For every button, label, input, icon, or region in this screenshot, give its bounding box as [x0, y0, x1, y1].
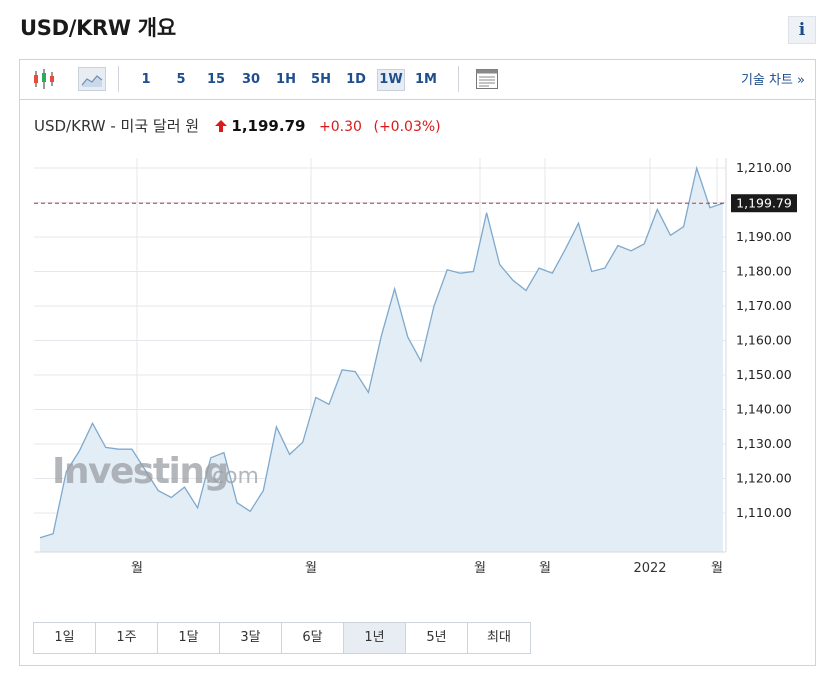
toolbar-divider	[458, 66, 459, 92]
y-tick-label: 1,150.00	[736, 367, 792, 382]
range-6m[interactable]: 6달	[282, 623, 344, 653]
current-price-badge	[731, 194, 797, 213]
price-change: +0.30	[319, 119, 362, 135]
range-1w[interactable]: 1주	[96, 623, 158, 653]
chart-container: 1 5 15 30 1H 5H 1D 1W 1M 기술 차트 » USD/KRW…	[19, 59, 816, 666]
interval-1[interactable]: 1	[141, 72, 151, 87]
page-title: USD/KRW 개요	[20, 16, 176, 40]
x-tick-label: 2022	[633, 561, 666, 576]
interval-1d[interactable]: 1D	[346, 72, 366, 87]
candlestick-icon[interactable]	[32, 67, 56, 91]
interval-30[interactable]: 30	[241, 72, 261, 87]
price-area-fill	[40, 168, 723, 552]
price-line	[39, 165, 724, 539]
range-max[interactable]: 최대	[468, 623, 530, 653]
price-chart[interactable]: Investing.com 1,210.001,200.001,190.001,…	[20, 60, 815, 620]
price-change-percent: (+0.03%)	[373, 119, 441, 135]
technical-chart-link[interactable]: 기술 차트 »	[740, 73, 805, 88]
range-5y[interactable]: 5년	[406, 623, 468, 653]
x-tick-label: 월	[131, 561, 143, 576]
range-1m[interactable]: 1달	[158, 623, 220, 653]
interval-5h[interactable]: 5H	[311, 72, 331, 87]
x-tick-label: 월	[711, 561, 723, 576]
y-tick-label: 1,160.00	[736, 333, 792, 348]
interval-1h[interactable]: 1H	[276, 72, 296, 87]
symbol-label: USD/KRW - 미국 달러 원	[34, 117, 200, 135]
news-panel-icon[interactable]	[475, 67, 499, 91]
range-1d[interactable]: 1일	[34, 623, 96, 653]
y-tick-label: 1,190.00	[736, 229, 792, 244]
quote-line: USD/KRW - 미국 달러 원 1,199.79 +0.30 (+0.03%…	[34, 115, 441, 136]
range-1y[interactable]: 1년	[344, 623, 406, 653]
interval-1m[interactable]: 1M	[415, 72, 437, 87]
investing-watermark: Investing	[52, 451, 228, 492]
y-tick-label: 1,140.00	[736, 402, 792, 417]
info-button[interactable]: i	[788, 16, 816, 44]
investing-watermark-suffix: .com	[205, 464, 259, 489]
range-3m[interactable]: 3달	[220, 623, 282, 653]
up-arrow-icon	[214, 118, 227, 132]
chart-toolbar: 1 5 15 30 1H 5H 1D 1W 1M 기술 차트 »	[20, 60, 815, 100]
range-selector: 1일 1주 1달 3달 6달 1년 5년 최대	[33, 622, 531, 654]
interval-5[interactable]: 5	[176, 72, 186, 87]
interval-15[interactable]: 15	[206, 72, 226, 87]
y-tick-label: 1,210.00	[736, 160, 792, 175]
toolbar-divider	[118, 66, 119, 92]
x-tick-label: 월	[305, 561, 317, 576]
current-price-label: 1,199.79	[736, 196, 792, 211]
x-tick-label: 월	[474, 561, 486, 576]
interval-1w[interactable]: 1W	[377, 69, 405, 91]
last-price: 1,199.79	[231, 117, 306, 135]
x-tick-label: 월	[539, 561, 551, 576]
y-tick-label: 1,120.00	[736, 471, 792, 486]
y-tick-label: 1,170.00	[736, 298, 792, 313]
area-chart-icon[interactable]	[78, 67, 106, 91]
y-tick-label: 1,110.00	[736, 505, 792, 520]
y-tick-label: 1,180.00	[736, 264, 792, 279]
y-tick-label: 1,130.00	[736, 436, 792, 451]
